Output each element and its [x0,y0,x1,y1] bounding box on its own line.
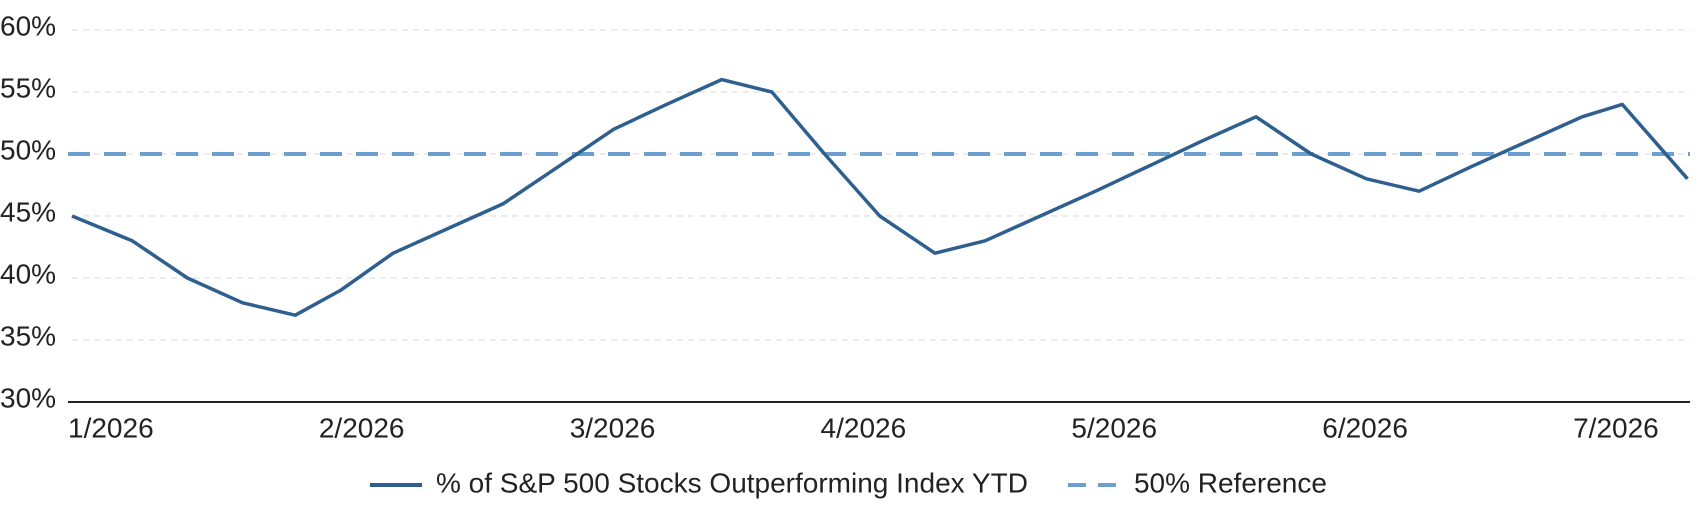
x-tick-label: 7/2026 [1573,412,1659,443]
legend-label: % of S&P 500 Stocks Outperforming Index … [436,467,1028,498]
y-tick-label: 30% [0,382,56,413]
x-tick-label: 1/2026 [68,412,154,443]
y-tick-label: 55% [0,72,56,103]
x-tick-label: 2/2026 [319,412,405,443]
x-tick-label: 3/2026 [570,412,656,443]
x-tick-label: 6/2026 [1322,412,1408,443]
x-tick-label: 4/2026 [821,412,907,443]
y-tick-label: 35% [0,320,56,351]
y-tick-label: 40% [0,258,56,289]
legend-label: 50% Reference [1134,467,1327,498]
x-tick-label: 5/2026 [1071,412,1157,443]
y-tick-label: 45% [0,196,56,227]
data-line [71,77,1689,317]
y-tick-label: 60% [0,10,56,41]
y-tick-label: 50% [0,134,56,165]
